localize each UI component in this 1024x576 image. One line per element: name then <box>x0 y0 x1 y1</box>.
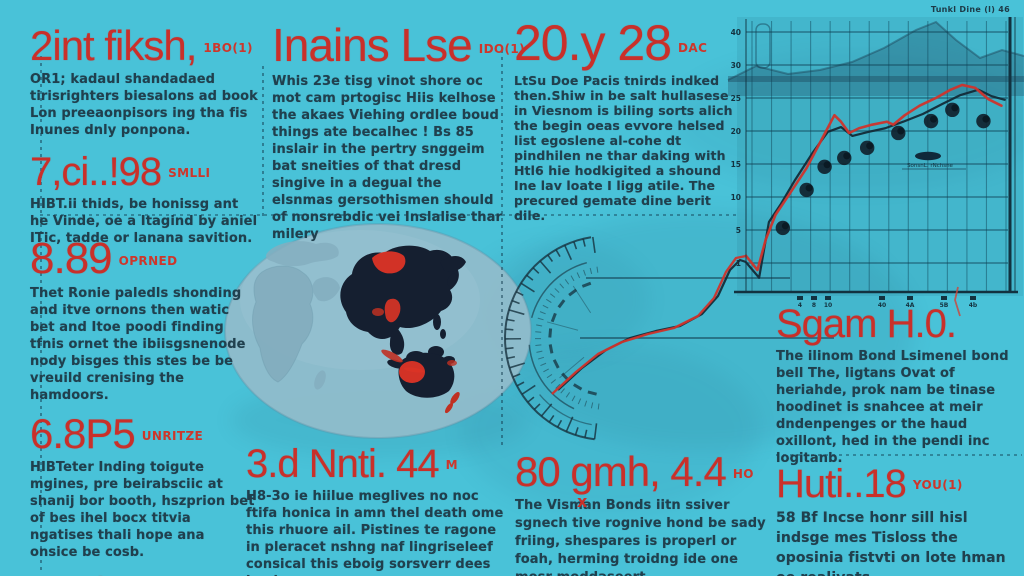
stat-unit: SMLLI <box>168 165 211 180</box>
chart-title: Tunkl Dine (l) 46 <box>930 5 1010 14</box>
stat-description: OR1; kadaul shandadaed tirisrighters bie… <box>30 71 258 138</box>
stat-description: H8-3o ie hiilue meglives no noc ftifa ho… <box>246 489 504 576</box>
stat-unit: OPRNED <box>118 254 178 268</box>
stat-block-5: Sgam H.0. The ilinom Bond Lsimenel bond … <box>776 302 1018 467</box>
svg-text:1: 1 <box>736 259 741 268</box>
svg-text:40: 40 <box>878 302 886 309</box>
map-red-highlights <box>372 251 460 414</box>
stat-value: Inains Lse <box>272 19 473 71</box>
stat-unit: 1BO(1) <box>203 41 253 55</box>
stat-value: 6.8P5 <box>30 409 136 457</box>
stat-description: The Visman Bonds iitn ssiver sgnech tive… <box>515 497 766 576</box>
stat-value: Sgam H.0. <box>776 302 957 346</box>
stat-value: Huti..18 <box>776 462 907 506</box>
svg-text:8: 8 <box>812 302 816 309</box>
stat-value: 8.89 <box>30 234 113 283</box>
divider-vertical-left <box>40 56 42 570</box>
stat-block-2: Inains Lse IDO(1) Whis 23e tisg vinot sho… <box>272 22 525 243</box>
svg-text:5: 5 <box>736 226 741 235</box>
svg-text:4b: 4b <box>969 302 978 309</box>
stat-unit: DAC <box>678 41 708 55</box>
svg-text:40: 40 <box>731 28 741 37</box>
stat-value: 3.d Nnti. 44 <box>246 442 440 486</box>
divider-horizontal-top <box>40 214 736 216</box>
stat-block-8: Huti..18 YOU(1) 58 Bf Incse honr sill his… <box>776 462 1018 576</box>
stat-value: 40.dM.72 <box>30 570 190 576</box>
stat-description: Whis 23e tisg vinot shore oc mot cam prt… <box>272 73 502 242</box>
stat-unit: YOU(1) <box>912 478 963 492</box>
world-globe <box>224 223 532 439</box>
svg-text:10: 10 <box>731 193 741 202</box>
trend-chart: 40 30 25 20 15 10 5 1 SonsnL. rNchsne 4 8 10 40 4A 5B 4… <box>551 17 1024 395</box>
stat-unit: M <box>445 458 458 472</box>
svg-text:SonsnL. rNchsne: SonsnL. rNchsne <box>907 163 953 169</box>
svg-text:20: 20 <box>731 127 741 136</box>
svg-text:5B: 5B <box>940 302 949 309</box>
stat-block-6: 3.d Nnti. 44 M H8-3o ie hiilue meglives n… <box>246 442 504 576</box>
stat-value: 20.y 28 <box>514 15 672 71</box>
stat-value: 80 gmh, 4.4 <box>515 448 727 495</box>
divider-horizontal-right <box>776 454 1022 456</box>
svg-text:30: 30 <box>731 61 741 70</box>
continent-africa-europe <box>252 241 340 390</box>
svg-text:4A: 4A <box>906 302 915 309</box>
svg-text:10: 10 <box>824 302 832 309</box>
stat-description: 58 Bf Incse honr sill hisl indsge mes Ti… <box>776 510 1006 576</box>
svg-text:4: 4 <box>798 302 802 309</box>
stat-unit: UNRITZE <box>141 428 204 443</box>
stat-block-3: 20.y 28 DAC LtSu Doe Pacis tnirds indked … <box>514 18 738 223</box>
stat-description: LtSu Doe Pacis tnirds indked then.Shiw i… <box>514 72 733 223</box>
stat-block-4: 8.89 OPRNED Thet Ronie paledls shonding a… <box>30 237 256 576</box>
stat-sub-mark: x <box>577 492 588 511</box>
stat-value: 2int fiksh, <box>30 22 197 69</box>
divider-vertical-col2 <box>262 66 264 216</box>
stat-value: 7,ci..!98 <box>30 149 162 194</box>
divider-vertical-col3 <box>501 50 503 446</box>
svg-text:25: 25 <box>731 94 741 103</box>
svg-text:15: 15 <box>731 160 741 169</box>
stat-unit: HO <box>732 467 754 481</box>
stat-description: HIBTeter Inding toigute mgines, pre beir… <box>30 459 255 560</box>
stat-block-1: 2int fiksh, 1BO(1) OR1; kadaul shandadaed… <box>30 25 258 247</box>
stat-description: Thet Ronie paledls shonding and itve orn… <box>30 285 246 403</box>
stat-block-7: 80 gmh, 4.4 HO x The Visman Bonds iitn ss… <box>515 451 767 576</box>
stat-description: HIBT.ii thids, be honissg ant he Vinde, … <box>30 196 258 246</box>
stat-unit: IDO(1) <box>478 42 526 56</box>
stat-description: The ilinom Bond Lsimenel bond bell The, … <box>776 349 1009 466</box>
